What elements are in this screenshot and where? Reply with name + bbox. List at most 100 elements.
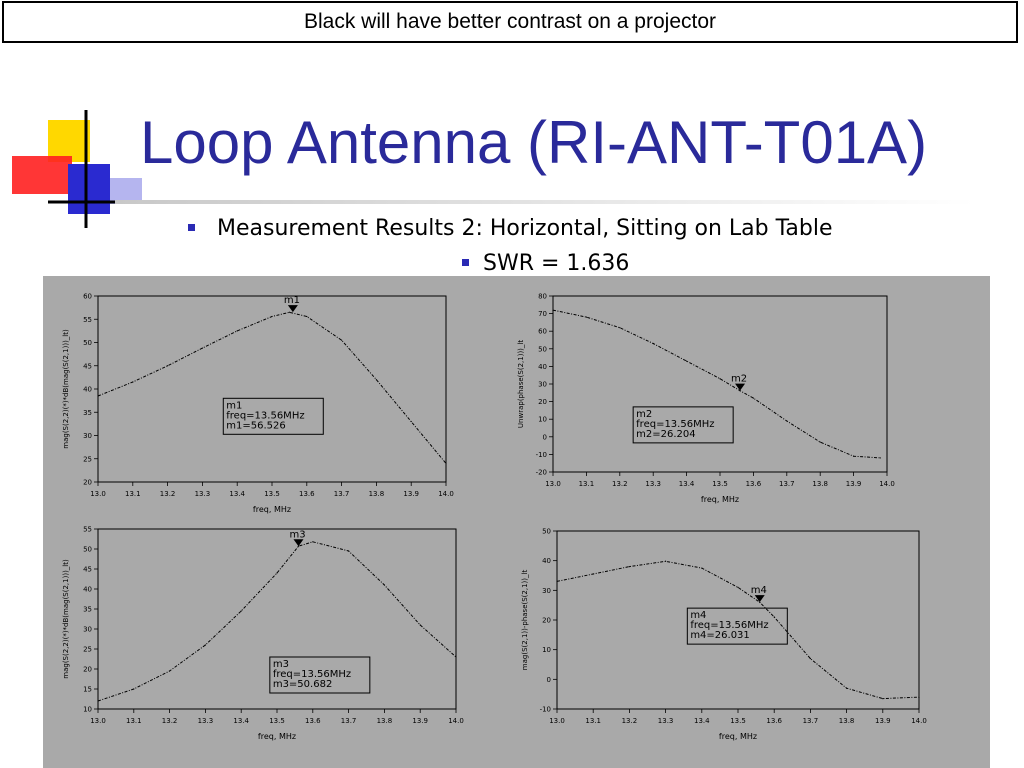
chart-1-x-tick-label: 13.3 — [195, 490, 211, 498]
chart-1-y-tick-label: 35 — [83, 409, 92, 417]
chart-3-x-tick-label: 13.4 — [233, 717, 249, 725]
chart-1-x-tick-label: 13.1 — [125, 490, 141, 498]
chart-3-data-point — [455, 656, 457, 658]
chart-2-marker-readout-line: m2 — [636, 409, 652, 420]
chart-2-marker-triangle-icon — [735, 383, 746, 391]
chart-1-y-tick-label: 50 — [83, 339, 92, 347]
chart-3-data-point — [204, 644, 206, 646]
bullet-measurement: Measurement Results 2: Horizontal, Sitti… — [188, 216, 833, 241]
chart-1-x-tick-label: 13.7 — [334, 490, 350, 498]
chart-2-x-tick-label: 13.2 — [612, 480, 628, 488]
chart-2-x-tick-label: 13.9 — [846, 480, 862, 488]
chart-1-marker-readout-line: m1 — [226, 400, 242, 411]
chart-2-data-point — [739, 390, 741, 392]
chart-1-marker-triangle-icon — [287, 305, 298, 313]
chart-3-x-tick-label: 13.9 — [412, 717, 428, 725]
chart-1-x-axis-label: freq, MHz — [253, 505, 291, 514]
chart-m3: 13.0 13.1 13.2 13.3 13.4 13.5 13.6 13.7 13.8 13.9… — [62, 526, 464, 742]
chart-1-x-tick-label: 13.6 — [299, 490, 315, 498]
chart-2-x-tick-label: 13.0 — [545, 480, 561, 488]
chart-3-data-point — [240, 610, 242, 612]
bullet-measurement-text: Measurement Results 2: Horizontal, Sitti… — [217, 216, 833, 241]
chart-1-data-point — [306, 315, 308, 318]
chart-3-y-tick-label: 15 — [83, 686, 92, 694]
chart-3-y-tick-label: 50 — [83, 546, 92, 554]
chart-3-x-tick-label: 13.5 — [269, 717, 285, 725]
chart-1-plot-frame — [97, 295, 447, 483]
banner-text: Black will have better contrast on a pro… — [303, 10, 717, 33]
chart-2-x-tick-label: 13.1 — [579, 480, 595, 488]
chart-4-y-tick-label: 30 — [542, 587, 551, 595]
chart-4-x-tick-label: 13.9 — [875, 717, 891, 725]
chart-3-marker-label: m3 — [289, 529, 305, 540]
bullet-square-icon — [188, 223, 195, 231]
chart-1-data-point — [236, 330, 238, 332]
chart-4-marker-readout-line: freq=13.56MHz — [690, 620, 768, 631]
chart-1-data-point — [410, 420, 412, 423]
chart-3-x-axis-label: freq, MHz — [258, 732, 296, 741]
chart-2-x-tick-label: 13.7 — [779, 480, 795, 488]
chart-2-y-tick-label: 0 — [543, 433, 547, 441]
chart-3-x-tick-label: 13.0 — [90, 717, 106, 725]
plots-panel — [43, 276, 990, 768]
chart-3-marker-readout-line: m3 — [273, 659, 289, 670]
bullet-square-icon — [462, 258, 469, 266]
chart-1-y-axis-label: mag(S(2,2)(*)*dB(mag(S(2,1)))_lt) — [62, 329, 70, 449]
chart-3-y-tick-label: 35 — [83, 606, 92, 614]
chart-4-data-point — [592, 573, 594, 575]
chart-1-marker-readout-line: m1=56.526 — [226, 420, 285, 431]
chart-4-y-axis-label: mag(S(2,1))-phase(S(2,1))_lt — [521, 570, 529, 671]
chart-3-data-point — [169, 670, 171, 672]
chart-1-y-tick-label: 20 — [83, 479, 92, 487]
chart-2-y-tick-label: -10 — [536, 451, 547, 459]
chart-2-x-tick-label: 13.4 — [679, 480, 695, 488]
bullet-swr: SWR = 1.636 — [462, 251, 629, 276]
chart-2-data-point — [552, 309, 554, 311]
chart-3-data-point — [133, 688, 135, 690]
chart-m4: 13.0 13.1 13.2 13.3 13.4 13.5 13.6 13.7 13.8 13.9… — [521, 528, 927, 742]
chart-2-y-axis-label: Unwrap(phase(S(2,1)))_lt — [517, 340, 525, 428]
chart-3-marker-readout-box — [269, 656, 371, 694]
chart-4-data-point — [759, 601, 761, 603]
chart-3-marker-triangle-icon — [293, 539, 304, 547]
chart-2-series-line — [552, 309, 881, 459]
chart-3-y-tick-label: 45 — [83, 566, 92, 574]
chart-3-marker-readout-line: freq=13.56MHz — [273, 669, 351, 680]
chart-1-x-tick-label: 14.0 — [438, 490, 454, 498]
chart-4-x-tick-label: 13.8 — [839, 717, 855, 725]
chart-3-marker-readout-line: m3=50.682 — [273, 679, 332, 690]
chart-4-y-tick-label: 0 — [547, 676, 551, 684]
chart-3-y-tick-label: 40 — [83, 586, 92, 594]
chart-2-x-tick-label: 14.0 — [879, 480, 895, 488]
chart-1-data-point — [445, 462, 447, 464]
chart-1-data-point — [271, 315, 273, 318]
chart-2-data-point — [585, 316, 587, 318]
chart-2-marker-readout-line: m2=26.204 — [636, 429, 695, 440]
chart-2-y-tick-label: 30 — [538, 381, 547, 389]
chart-4-data-point — [737, 586, 739, 588]
chart-2-x-tick-label: 13.5 — [712, 480, 728, 488]
contrast-banner: Black will have better contrast on a pro… — [2, 1, 1018, 43]
chart-4-y-tick-label: 40 — [542, 557, 551, 565]
chart-3-data-point — [348, 550, 350, 552]
chart-1-y-tick-label: 30 — [83, 432, 92, 440]
chart-1-x-tick-label: 13.8 — [369, 490, 385, 498]
chart-3-data-point — [276, 572, 278, 574]
chart-2-data-point — [652, 342, 654, 345]
chart-2-y-tick-label: 60 — [538, 328, 547, 336]
chart-4-x-tick-label: 13.6 — [766, 717, 782, 725]
chart-4-x-tick-label: 13.5 — [730, 717, 746, 725]
chart-4-data-point — [773, 616, 775, 618]
chart-3-x-tick-label: 13.6 — [305, 717, 321, 725]
chart-1-x-tick-label: 13.0 — [90, 490, 106, 498]
chart-3-x-tick-label: 14.0 — [448, 717, 464, 725]
chart-1-y-tick-label: 40 — [83, 386, 92, 394]
chart-3-y-tick-label: 10 — [83, 706, 92, 714]
chart-1-data-point — [167, 365, 169, 367]
chart-2-y-tick-label: 40 — [538, 363, 547, 371]
chart-4-marker-readout-line: m4=26.031 — [690, 630, 749, 641]
slide-logo-icon — [12, 110, 142, 228]
chart-1-y-tick-label: 25 — [83, 455, 92, 463]
chart-2-data-point — [686, 360, 688, 362]
chart-4-data-point — [665, 560, 667, 562]
